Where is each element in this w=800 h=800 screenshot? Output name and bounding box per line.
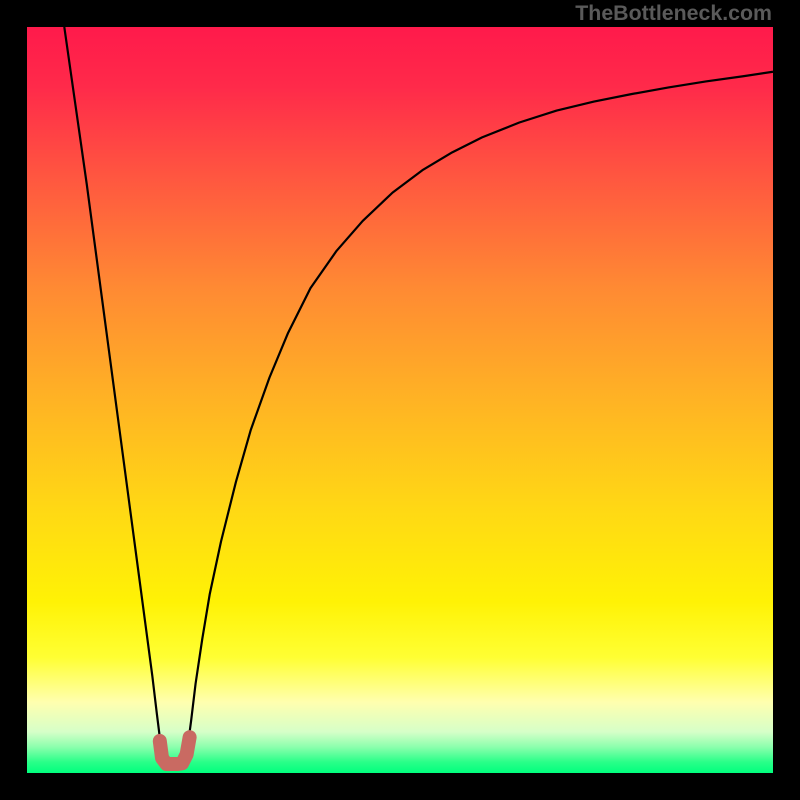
chart-svg xyxy=(27,27,773,773)
plot-area xyxy=(27,27,773,773)
gradient-background xyxy=(27,27,773,773)
watermark-text: TheBottleneck.com xyxy=(575,1,772,26)
